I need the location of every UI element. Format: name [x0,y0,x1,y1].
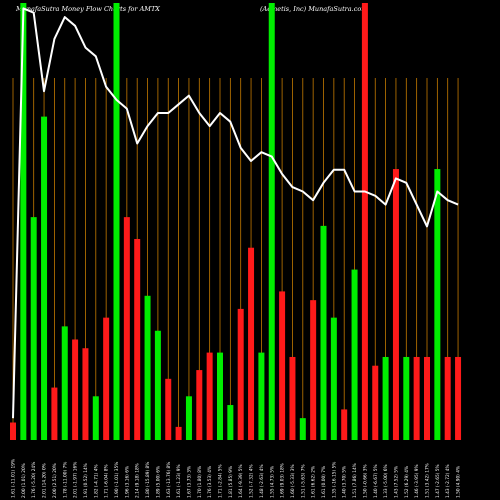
money-flow-bar [123,217,130,440]
x-tick-label: 1.51 (3.42) 17% [425,463,431,498]
x-tick-label: 1.61 (-1.23) 9% [176,464,182,498]
money-flow-bar [320,225,327,440]
bars [10,3,462,441]
x-tick-label: 2.00 (2.51) 20% [52,463,58,498]
money-flow-bar [455,356,462,440]
money-flow-bar [424,356,430,440]
money-flow-bar [258,352,265,440]
x-tick-label: 1.70 (1.80) 8% [197,466,203,498]
x-tick-label: 1.71 (-6.04) 8% [104,464,110,498]
money-flow-bar [30,217,37,440]
money-flow-bar [289,356,296,440]
x-tick-label: 1.78 (-11.00) 7% [62,462,68,498]
x-tick-label: 1.43 (7.52) 5% [393,466,399,498]
money-flow-bar [351,269,358,440]
money-flow-bar [185,396,192,440]
money-flow-bar [217,352,223,440]
x-tick-label: 1.35 (-16.15) 5% [331,462,337,498]
money-flow-bar [382,356,389,440]
x-tick-label: 1.50 (-0.66) 3% [362,464,368,498]
money-flow-bar [268,3,275,440]
money-flow-bar [51,387,58,440]
money-flow-bar [72,339,79,440]
x-tick-label: 1.69 (9.03) 18% [280,463,286,498]
price-line [12,7,459,419]
money-flow-bar [248,247,255,440]
x-tick-label: 1.63 (-13.76) 8% [166,462,172,498]
money-flow-bar [20,3,27,440]
x-tick-label: 1.80 (-15.89) 8% [145,462,151,498]
price-series-line [12,7,459,419]
x-tick-label: 1.71 (-2.84) 5% [218,464,224,498]
chart-subtitle: (Aemetis, Inc) MunafaSutra.com [260,5,368,13]
x-tick-label: 1.51 (7.86) 14% [352,463,358,498]
money-flow-bar [103,317,110,440]
money-flow-bar [165,378,172,440]
x-tick-label: 1.89 (5.00) 6% [155,466,161,498]
money-flow-bar [206,352,213,440]
money-flow-bar [227,405,234,440]
money-flow-bar [434,169,441,440]
x-tick-label: 1.52 (-7.32) 4% [249,464,255,498]
money-flow-bar [113,3,120,440]
x-tick-label: 1.33 (-5.00) 6% [383,464,389,498]
money-flow-bar [41,116,48,441]
x-tick-label: 2.14 (9.18) 18% [135,463,141,498]
x-tick-label: 1.67 (3.73) 3% [186,466,192,498]
money-flow-bar [341,409,348,440]
x-axis-labels: 1.61 (-11.01) 19% 2.00 (1.01) 20% 1.76 (-5… [11,459,462,498]
money-flow-bar [154,330,161,440]
x-tick-label: 2.00 (1.01) 20% [21,463,27,498]
x-tick-label: 1.61 (6.62) 2% [311,466,317,498]
x-tick-label: 1.40 (3.70) 5% [342,466,348,498]
money-flow-bar [144,295,151,440]
money-flow-bar [299,418,306,440]
x-tick-label: 1.43 (-2.72) 4% [445,464,451,498]
x-tick-label: 1.47 (-2.65) 5% [435,464,441,498]
x-tick-label: 1.64 (-9.39) 5% [238,464,244,498]
money-flow-bar [372,365,379,440]
money-flow-bar [237,308,244,440]
money-flow-bar [175,426,182,440]
money-flow-bar [310,300,317,440]
money-flow-bar [134,238,141,440]
x-tick-label: 1.82 (-4.71) 4% [93,464,99,498]
x-tick-label: 1.50 (4.90) 4% [456,466,462,498]
x-tick-label: 1.81 (5.85) 9% [228,466,234,498]
x-tick-label: 1.91 (0.52) 14% [83,463,89,498]
x-tick-label: 1.76 (3.53) 4% [207,466,213,498]
x-tick-label: 1.76 (-5.20) 24% [31,462,37,498]
money-flow-bar [330,317,337,440]
money-flow-bar [413,356,420,440]
x-tick-label: 1.61 (-11.01) 19% [11,459,17,498]
x-tick-label: 1.55 (4.73) 5% [269,466,275,498]
money-flow-bar [92,396,99,440]
money-flow-bar [82,348,89,440]
money-flow-bar [403,356,410,440]
money-flow-bar [10,422,16,440]
x-tick-label: 1.52 (6.29) 4% [404,466,410,498]
x-tick-label: 1.46 (-3.95) 9% [414,464,420,498]
x-tick-label: 1.60 (-5.33) 3% [290,464,296,498]
money-flow-bar [279,291,286,440]
money-flow-bar [61,326,68,440]
x-tick-label: 1.90 (-1.01) 35% [114,462,120,498]
x-tick-label: 1.96 (3.16) 6% [124,466,130,498]
x-tick-label: 1.51 (-5.63) 7% [300,464,306,498]
x-tick-label: 2.01 (14.20) 0% [42,463,48,498]
x-tick-label: 2.01 (-1.97) 16% [73,462,79,498]
chart-title: MunafaSutra Money Flow Charts for AMTX [16,5,160,13]
money-flow-bar [444,356,451,440]
x-tick-label: 1.40 (-6.67) 5% [373,464,379,498]
x-tick-label: 1.48 (-2.63) 4% [259,464,265,498]
money-flow-bar [196,370,203,440]
money-flow-bar [392,169,399,440]
x-tick-label: 1.61 (0.00) 7% [321,466,327,498]
money-flow-bar [361,3,368,440]
